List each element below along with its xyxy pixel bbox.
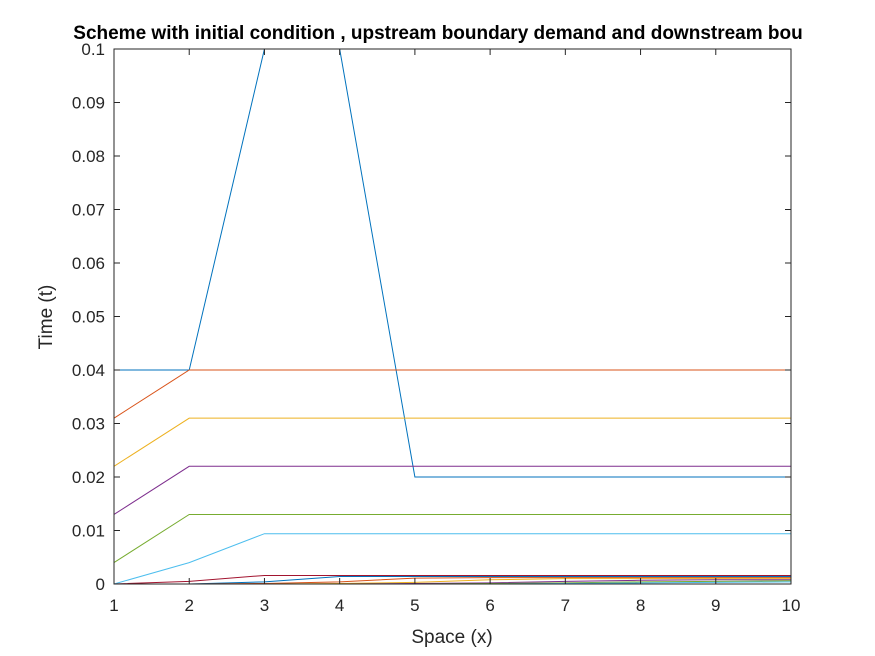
y-tick-label: 0.08 (72, 147, 105, 166)
x-axis: 1 2 3 4 5 6 7 8 9 10 (109, 49, 800, 615)
series-layer (113, 48, 792, 585)
y-tick-label: 0.06 (72, 254, 105, 273)
y-tick-label: 0.05 (72, 308, 105, 327)
y-axis: 0 0.01 0.02 0.03 0.04 0.05 0.06 0.07 0.08 0.09 0.1 (72, 40, 791, 594)
x-axis-label: Space (x) (411, 627, 492, 648)
series-line-1 (114, 48, 791, 478)
y-axis-label: Time (t) (36, 285, 57, 350)
x-tick-label: 7 (561, 596, 570, 615)
x-tick-label: 5 (410, 596, 419, 615)
x-tick-label: 2 (184, 596, 193, 615)
x-tick-label: 6 (485, 596, 494, 615)
x-tick-label: 9 (711, 596, 720, 615)
x-tick-label: 3 (260, 596, 269, 615)
y-tick-label: 0.02 (72, 468, 105, 487)
axes-box (113, 48, 792, 585)
series-line-5 (113, 513, 791, 564)
series-line-7 (113, 574, 791, 585)
series-line-3 (113, 417, 791, 467)
x-tick-label: 4 (335, 596, 344, 615)
chart-title: Scheme with initial condition , upstream… (73, 23, 802, 44)
y-tick-label: 0.04 (72, 361, 105, 380)
series-line-4 (113, 465, 791, 515)
x-tick-label: 8 (636, 596, 645, 615)
y-tick-label: 0.07 (72, 201, 105, 220)
y-tick-label: 0.03 (72, 415, 105, 434)
y-tick-label: 0.1 (81, 40, 105, 59)
y-tick-label: 0.09 (72, 94, 105, 113)
x-tick-label: 10 (782, 596, 801, 615)
y-tick-label: 0.01 (72, 522, 105, 541)
series-line-6 (113, 533, 791, 585)
x-tick-label: 1 (109, 596, 118, 615)
series-line-8 (114, 576, 791, 585)
y-tick-label: 0 (96, 575, 105, 594)
series-line-2 (113, 369, 791, 419)
